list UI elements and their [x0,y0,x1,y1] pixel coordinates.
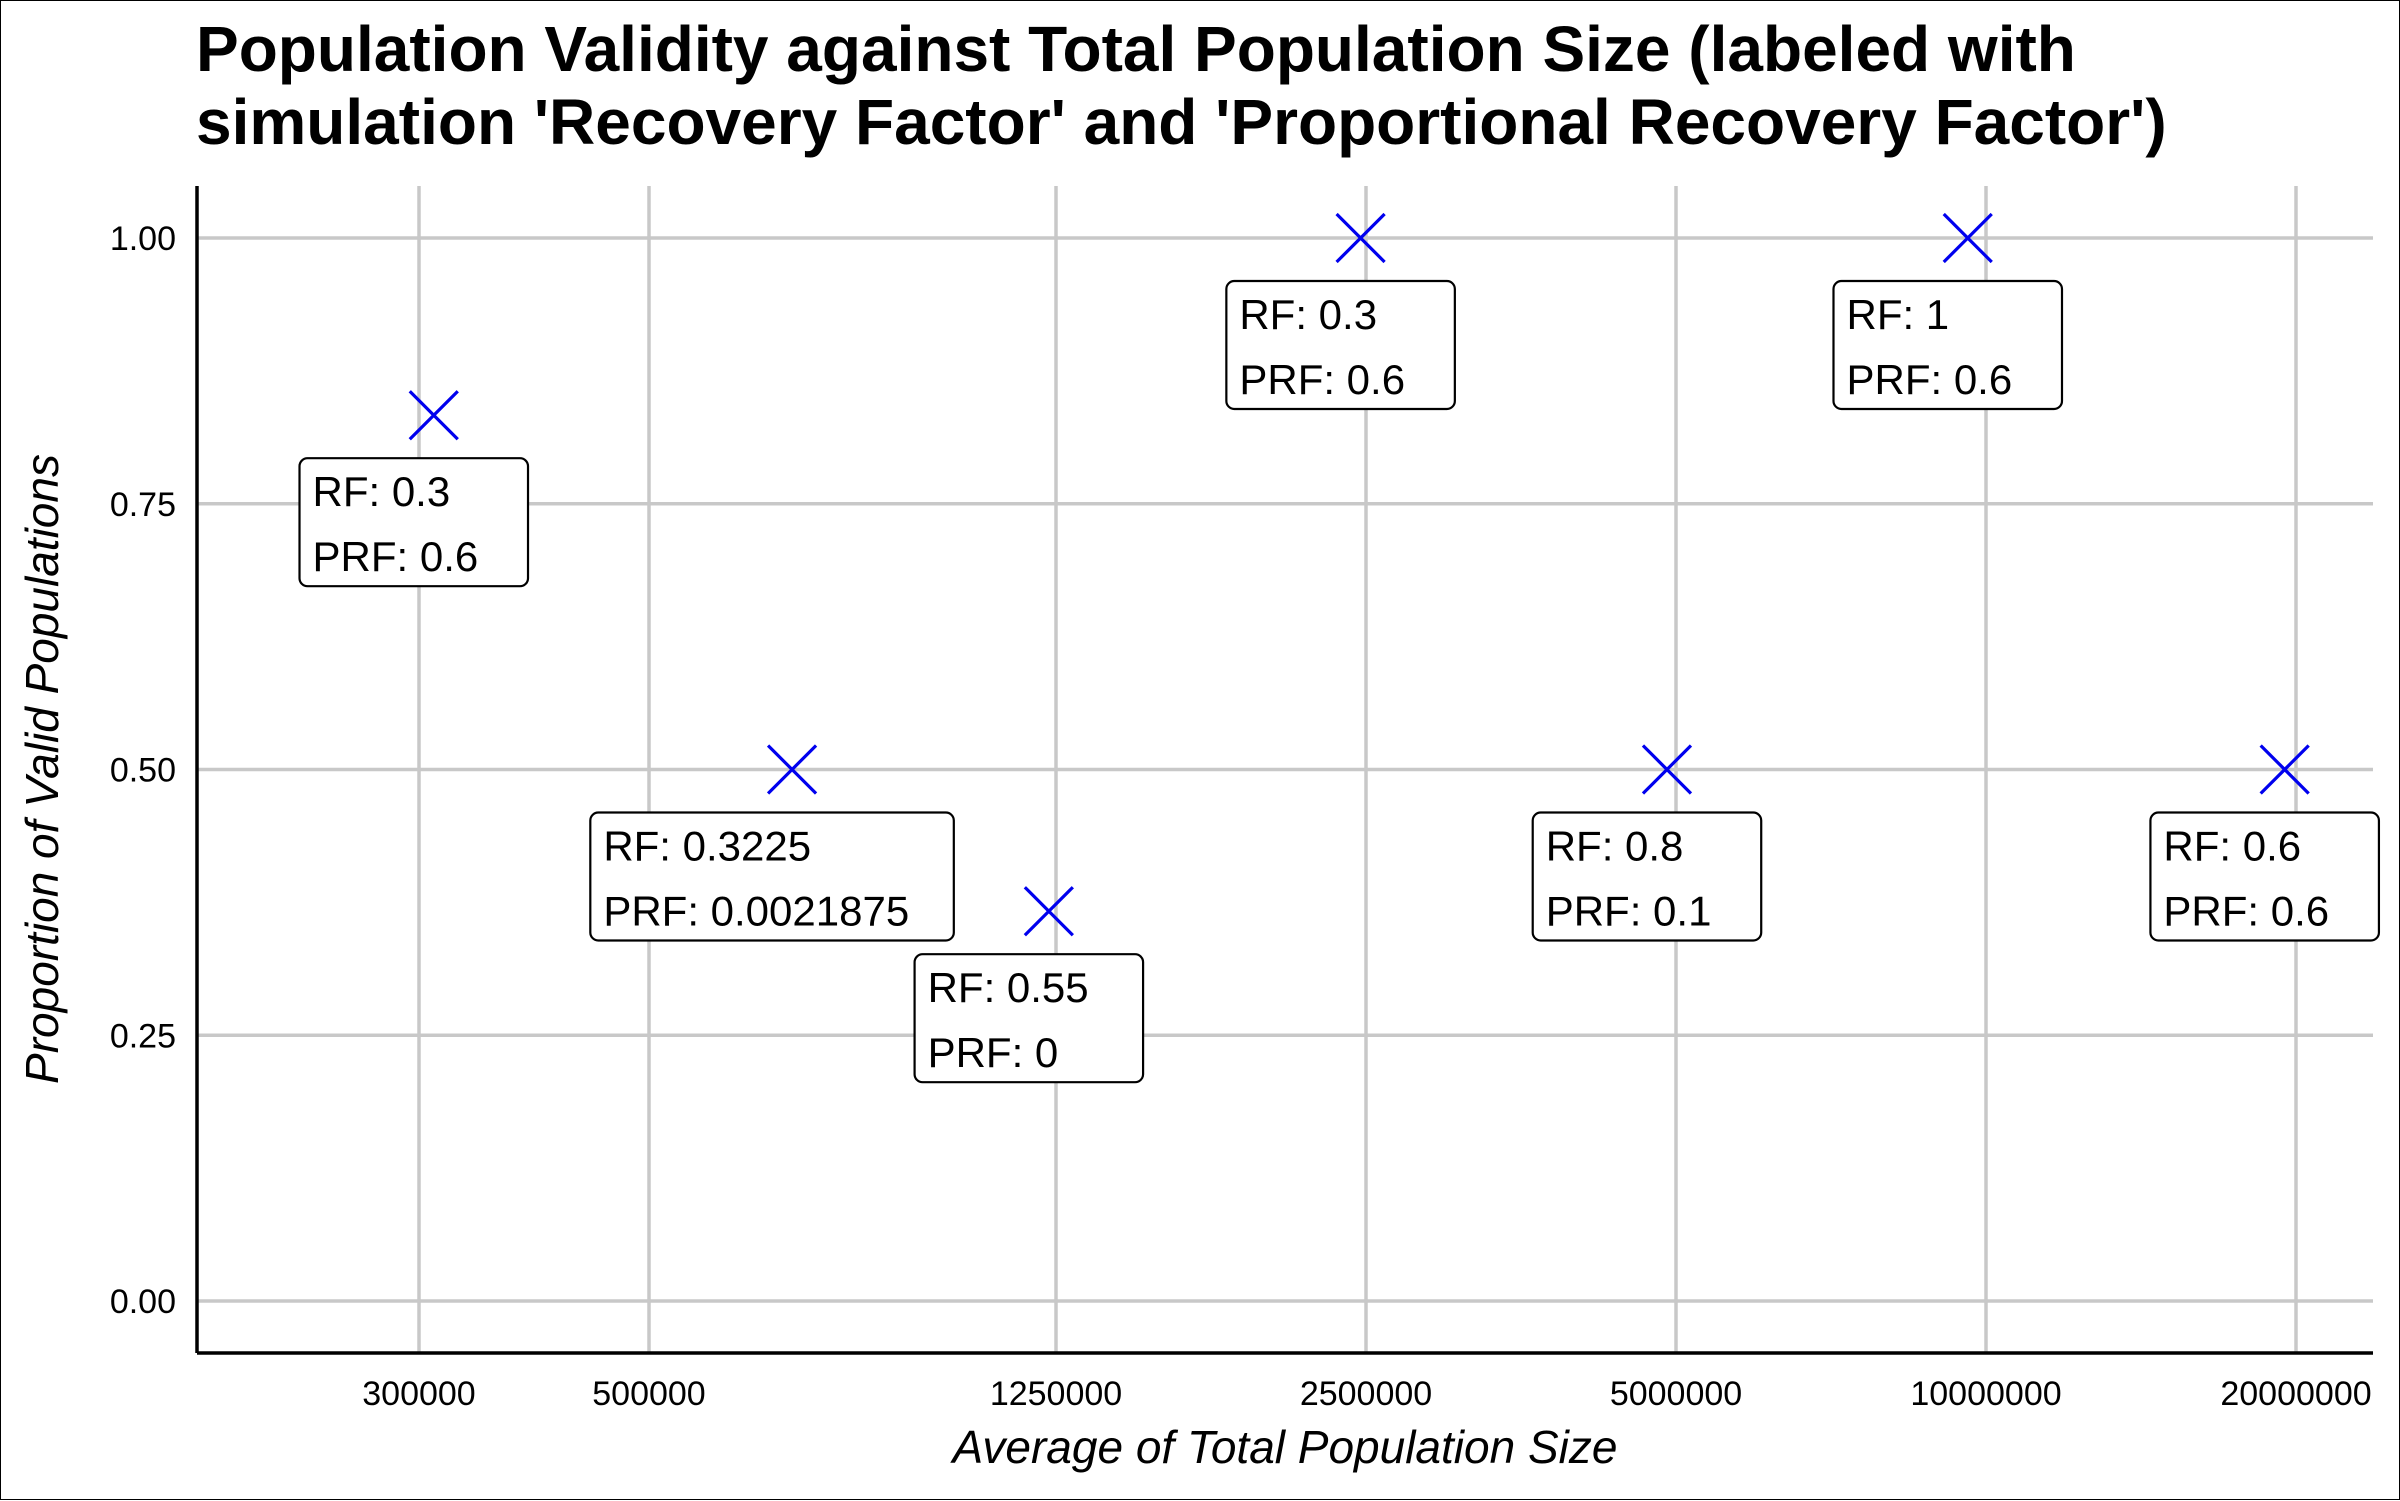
annotation-box [2149,811,2381,942]
x-tick-label: 5000000 [1610,1375,1742,1413]
point-annotation: RF: 1 PRF: 0.6 [1832,279,2064,411]
point-annotation: RF: 0.6 PRF: 0.6 [2149,811,2381,942]
prf-label: PRF: 0.6 [313,533,479,580]
prf-label: PRF: 0.0021875 [603,888,909,935]
y-tick-label: 0.00 [110,1283,176,1321]
tick-labels: 0.00 0.25 0.50 0.75 1.00 300000 500000 1250000 2… [110,220,2372,1413]
data-point: RF: 0.3 PRF: 0.6 [298,390,530,588]
rf-label: RF: 0.3225 [603,823,811,870]
rf-label: RF: 0.55 [928,964,1089,1011]
rf-label: RF: 0.8 [1546,823,1684,870]
x-tick-label: 300000 [362,1375,475,1413]
point-annotation: RF: 0.55 PRF: 0 [913,953,1145,1084]
data-point: RF: 0.6 PRF: 0.6 [2149,744,2381,942]
axes [195,186,2373,1355]
data-point: RF: 0.3225 PRF: 0.0021875 [589,744,955,942]
x-tick-label: 20000000 [2220,1375,2371,1413]
point-annotation: RF: 0.8 PRF: 0.1 [1531,811,1763,942]
rf-label: RF: 0.6 [2163,823,2301,870]
y-tick-label: 0.75 [110,486,176,524]
point-annotation: RF: 0.3 PRF: 0.6 [298,457,530,588]
x-tick-label: 500000 [592,1375,705,1413]
annotation-box [913,953,1145,1084]
x-marker-stroke [1335,212,1386,264]
annotation-box [298,457,530,588]
prf-label: PRF: 0.6 [1239,356,1405,403]
y-tick-label: 0.25 [110,1017,176,1055]
prf-label: PRF: 0.6 [1846,356,2012,403]
x-tick-label: 10000000 [1910,1375,2061,1413]
annotation-box [1531,811,1763,942]
annotation-box [1225,279,1456,411]
prf-label: PRF: 0 [928,1029,1059,1076]
x-marker-stroke [2259,744,2310,795]
x-marker-stroke [1023,886,1074,937]
rf-label: RF: 0.3 [1239,291,1377,338]
prf-label: PRF: 0.1 [1546,888,1712,935]
annotation-box [589,811,955,942]
data-point: RF: 0.8 PRF: 0.1 [1531,744,1763,942]
x-tick-label: 2500000 [1300,1375,1432,1413]
point-annotation: RF: 0.3225 PRF: 0.0021875 [589,811,955,942]
x-marker-stroke [408,390,459,441]
x-axis-label: Average of Total Population Size [950,1421,1618,1473]
rf-label: RF: 1 [1846,291,1949,338]
data-point: RF: 1 PRF: 0.6 [1832,212,2064,411]
x-marker-stroke [1641,744,1693,795]
chart-title-line-2: simulation 'Recovery Factor' and 'Propor… [196,86,2167,158]
data-point: RF: 0.3 PRF: 0.6 [1225,212,1456,411]
y-axis-label: Proportion of Valid Populations [16,454,68,1084]
prf-label: PRF: 0.6 [2163,888,2329,935]
chart-title-line-1: Population Validity against Total Popula… [196,13,2076,85]
point-annotation: RF: 0.3 PRF: 0.6 [1225,279,1456,411]
x-marker-stroke [766,744,818,795]
data-point: RF: 0.55 PRF: 0 [913,886,1145,1084]
annotation-box [1832,279,2064,411]
y-tick-label: 0.50 [110,752,176,790]
rf-label: RF: 0.3 [313,468,451,515]
y-tick-label: 1.00 [110,220,176,258]
x-tick-label: 1250000 [990,1375,1122,1413]
x-marker-stroke [1942,212,1993,264]
